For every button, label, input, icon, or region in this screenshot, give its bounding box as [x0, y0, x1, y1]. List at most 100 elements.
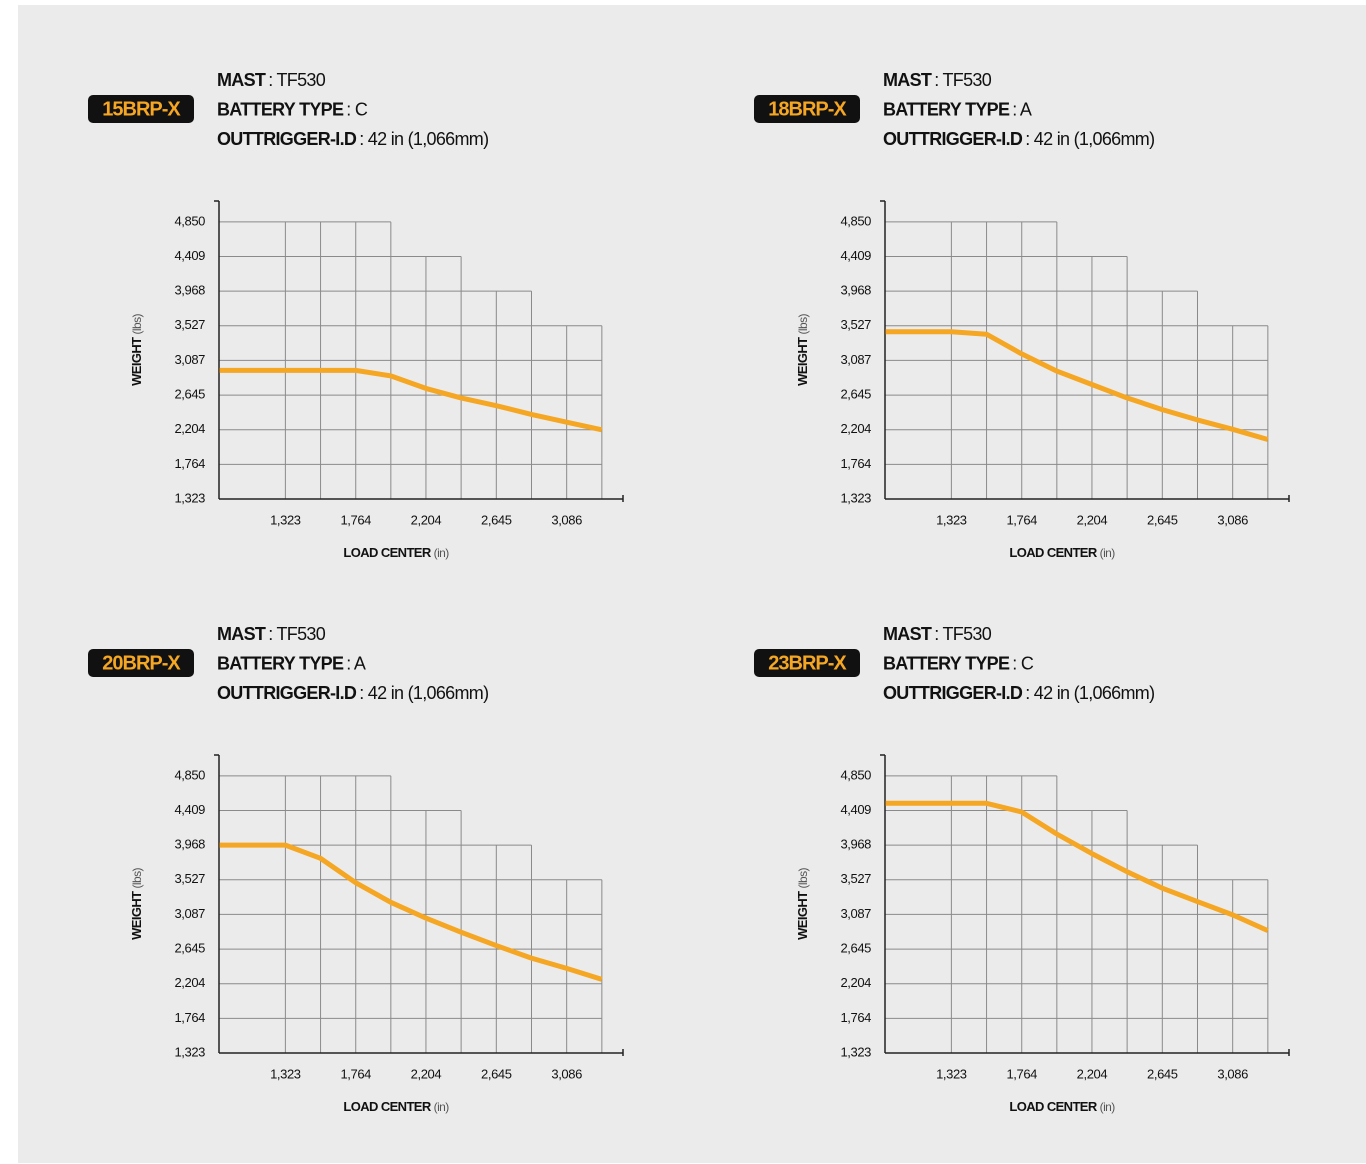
x-tick-label: 2,204 [411, 1066, 442, 1081]
chart-panel: 15BRP-X MAST: TF530 BATTERY TYPE: C OUTTRIG… [88, 70, 624, 560]
spec-label: BATTERY TYPE [883, 653, 1010, 673]
y-tick-label: 3,968 [174, 283, 205, 298]
x-axis-unit: (in) [434, 546, 450, 560]
x-axis-title: LOAD CENTER [343, 1099, 432, 1114]
model-title: 18BRP-X [768, 98, 847, 120]
model-title: 23BRP-X [768, 652, 847, 674]
y-tick-label: 4,409 [840, 802, 871, 817]
y-tick-label: 3,968 [174, 837, 205, 852]
x-tick-label: 2,645 [1147, 1066, 1178, 1081]
x-axis-title: LOAD CENTER [1009, 545, 1098, 560]
model-badge [754, 95, 860, 123]
chart-panel: 20BRP-X MAST: TF530 BATTERY TYPE: A OUTTRIG… [88, 624, 624, 1114]
spec-line: OUTTRIGGER-I.D: 42 in (1,066mm) [217, 129, 488, 149]
spec-label: OUTTRIGGER-I.D [883, 129, 1023, 149]
x-tick-label: 2,645 [481, 1066, 512, 1081]
x-tick-label: 2,204 [411, 512, 442, 527]
y-tick-label: 4,850 [174, 767, 205, 782]
spec-value: : 42 in (1,066mm) [359, 683, 488, 703]
model-title: 15BRP-X [102, 98, 181, 120]
spec-value: : 42 in (1,066mm) [359, 129, 488, 149]
spec-value: : TF530 [268, 70, 325, 90]
y-axis-title: WEIGHT [129, 891, 144, 940]
spec-line: MAST: TF530 [883, 70, 992, 90]
y-tick-label: 4,409 [174, 248, 205, 263]
y-axis-title: WEIGHT [795, 891, 810, 940]
x-tick-label: 3,086 [551, 512, 582, 527]
spec-value: : C [1012, 653, 1034, 673]
x-tick-label: 3,086 [1217, 512, 1248, 527]
y-tick-label: 2,204 [174, 975, 205, 990]
y-axis-label: WEIGHT (lbs) [795, 314, 810, 386]
x-tick-label: 3,086 [1217, 1066, 1248, 1081]
y-tick-label: 1,323 [840, 490, 871, 505]
y-tick-label: 3,087 [840, 906, 871, 921]
spec-line: OUTTRIGGER-I.D: 42 in (1,066mm) [883, 683, 1154, 703]
y-axis-unit: (lbs) [796, 868, 810, 889]
y-tick-label: 1,764 [840, 456, 871, 471]
spec-value: : A [346, 653, 366, 673]
x-tick-label: 1,764 [1006, 512, 1037, 527]
spec-label: BATTERY TYPE [217, 99, 344, 119]
y-tick-label: 2,645 [840, 941, 871, 956]
y-tick-label: 2,645 [174, 941, 205, 956]
x-axis-unit: (in) [1100, 1100, 1116, 1114]
y-tick-label: 1,323 [174, 490, 205, 505]
spec-value: : 42 in (1,066mm) [1025, 683, 1154, 703]
spec-label: MAST [883, 624, 932, 644]
x-tick-label: 1,764 [340, 512, 371, 527]
spec-value: : TF530 [268, 624, 325, 644]
model-badge [754, 649, 860, 677]
spec-label: MAST [217, 624, 266, 644]
y-tick-label: 3,968 [840, 837, 871, 852]
spec-line: BATTERY TYPE: A [883, 99, 1032, 119]
data-line [219, 367, 603, 433]
x-tick-label: 3,086 [551, 1066, 582, 1081]
y-tick-label: 4,850 [174, 213, 205, 228]
y-axis-unit: (lbs) [130, 868, 144, 889]
y-tick-label: 2,645 [174, 387, 205, 402]
y-tick-label: 3,527 [174, 871, 205, 886]
x-tick-label: 2,645 [1147, 512, 1178, 527]
x-axis-label: LOAD CENTER (in) [1009, 1099, 1115, 1114]
spec-label: BATTERY TYPE [217, 653, 344, 673]
spec-value: : C [346, 99, 368, 119]
spec-label: MAST [883, 70, 932, 90]
data-line [885, 800, 1269, 933]
y-axis-title: WEIGHT [129, 337, 144, 386]
spec-value: : TF530 [934, 70, 991, 90]
y-tick-label: 2,204 [174, 421, 205, 436]
spec-label: OUTTRIGGER-I.D [883, 683, 1023, 703]
x-tick-label: 1,323 [270, 1066, 301, 1081]
spec-label: OUTTRIGGER-I.D [217, 683, 357, 703]
x-axis-label: LOAD CENTER (in) [1009, 545, 1115, 560]
spec-line: MAST: TF530 [217, 70, 326, 90]
x-tick-label: 2,204 [1077, 512, 1108, 527]
x-tick-label: 1,323 [270, 512, 301, 527]
y-tick-label: 1,323 [174, 1044, 205, 1059]
spec-line: BATTERY TYPE: C [217, 99, 368, 119]
y-tick-label: 2,645 [840, 387, 871, 402]
spec-label: OUTTRIGGER-I.D [217, 129, 357, 149]
x-tick-label: 1,764 [1006, 1066, 1037, 1081]
y-tick-label: 3,527 [840, 317, 871, 332]
spec-line: OUTTRIGGER-I.D: 42 in (1,066mm) [883, 129, 1154, 149]
y-tick-label: 4,409 [174, 802, 205, 817]
y-tick-label: 3,087 [174, 906, 205, 921]
x-axis-label: LOAD CENTER (in) [343, 1099, 449, 1114]
y-tick-label: 2,204 [840, 975, 871, 990]
y-tick-label: 3,527 [840, 871, 871, 886]
y-tick-label: 1,764 [174, 1010, 205, 1025]
x-axis-title: LOAD CENTER [1009, 1099, 1098, 1114]
x-tick-label: 1,323 [936, 1066, 967, 1081]
model-badge [88, 649, 194, 677]
spec-label: BATTERY TYPE [883, 99, 1010, 119]
y-tick-label: 4,409 [840, 248, 871, 263]
y-tick-label: 1,764 [174, 456, 205, 471]
y-tick-label: 4,850 [840, 767, 871, 782]
x-axis-unit: (in) [434, 1100, 450, 1114]
spec-line: BATTERY TYPE: A [217, 653, 366, 673]
data-line [885, 329, 1269, 442]
